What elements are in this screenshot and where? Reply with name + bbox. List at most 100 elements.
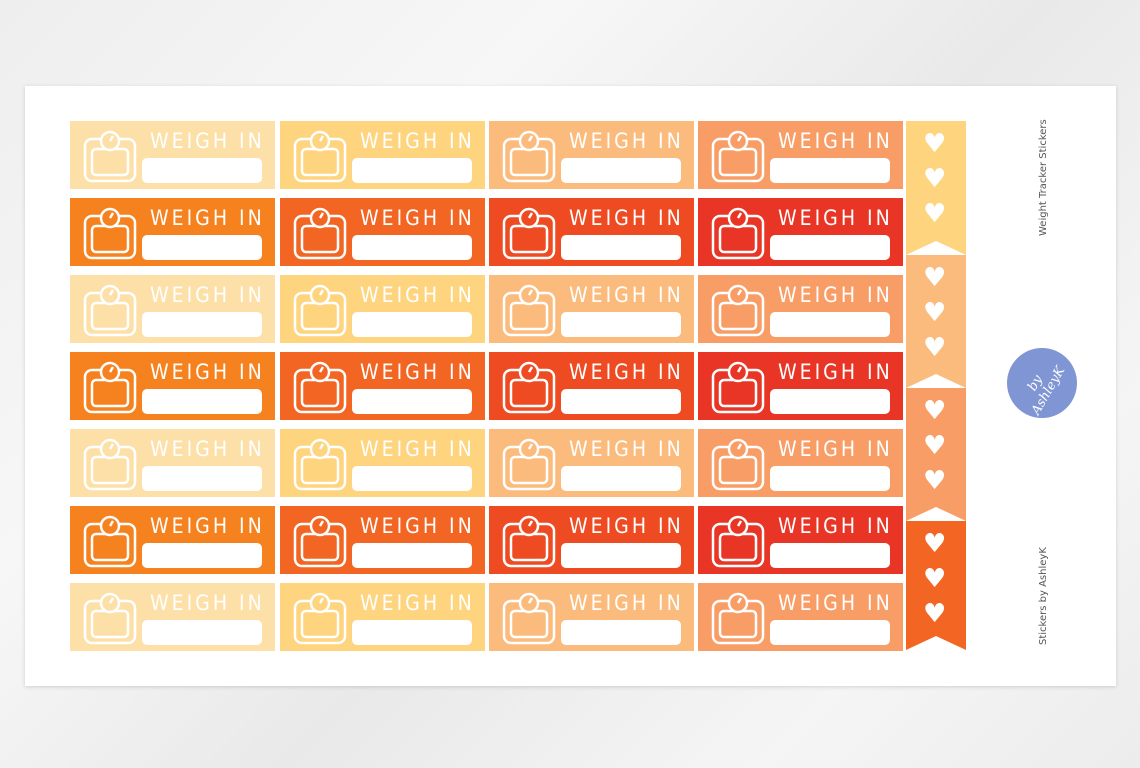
heart-icon: ♥	[923, 129, 947, 159]
heart-icon: ♥	[923, 333, 947, 363]
write-in-box	[142, 389, 262, 414]
sheet-credit: Stickers by AshleyK	[1038, 547, 1049, 645]
ashleyk-logo: by AshleyK	[1007, 348, 1077, 418]
scale-icon	[83, 284, 137, 337]
sticker-label: WEIGH IN	[778, 360, 893, 384]
write-in-box	[770, 620, 890, 645]
scale-icon	[83, 361, 137, 414]
sticker-label: WEIGH IN	[360, 360, 475, 384]
sticker-label: WEIGH IN	[569, 283, 684, 307]
weigh-in-sticker: WEIGH IN	[70, 429, 275, 497]
sticker-label: WEIGH IN	[360, 206, 475, 230]
sticker-label: WEIGH IN	[150, 591, 265, 615]
scale-icon	[83, 130, 137, 183]
sticker-label: WEIGH IN	[569, 591, 684, 615]
scale-icon	[293, 361, 347, 414]
heart-icon: ♥	[923, 564, 947, 594]
weigh-in-sticker: WEIGH IN	[70, 506, 275, 574]
write-in-box	[142, 312, 262, 337]
weigh-in-sticker: WEIGH IN	[698, 506, 903, 574]
heart-flag-sticker: ♥ ♥ ♥	[906, 521, 966, 650]
write-in-box	[770, 312, 890, 337]
write-in-box	[352, 312, 472, 337]
write-in-box	[142, 235, 262, 260]
sheet-title: Weight Tracker Stickers	[1038, 119, 1049, 236]
weigh-in-sticker: WEIGH IN	[280, 506, 485, 574]
sticker-label: WEIGH IN	[778, 514, 893, 538]
write-in-box	[352, 543, 472, 568]
write-in-box	[142, 466, 262, 491]
scale-icon	[293, 515, 347, 568]
write-in-box	[770, 235, 890, 260]
sticker-label: WEIGH IN	[569, 514, 684, 538]
write-in-box	[561, 389, 681, 414]
sticker-label: WEIGH IN	[569, 206, 684, 230]
sticker-label: WEIGH IN	[360, 437, 475, 461]
weigh-in-sticker: WEIGH IN	[280, 198, 485, 266]
weigh-in-sticker: WEIGH IN	[70, 352, 275, 420]
write-in-box	[142, 620, 262, 645]
write-in-box	[352, 235, 472, 260]
scale-icon	[293, 438, 347, 491]
scale-icon	[711, 130, 765, 183]
weigh-in-sticker: WEIGH IN	[280, 352, 485, 420]
write-in-box	[352, 466, 472, 491]
write-in-box	[770, 389, 890, 414]
weigh-in-sticker: WEIGH IN	[489, 198, 694, 266]
heart-icon: ♥	[923, 298, 947, 328]
weigh-in-sticker: WEIGH IN	[698, 198, 903, 266]
sticker-label: WEIGH IN	[150, 129, 265, 153]
scale-icon	[83, 515, 137, 568]
write-in-box	[352, 620, 472, 645]
scale-icon	[83, 592, 137, 645]
scale-icon	[502, 284, 556, 337]
weigh-in-sticker: WEIGH IN	[489, 583, 694, 651]
heart-icon: ♥	[923, 199, 947, 229]
write-in-box	[561, 312, 681, 337]
write-in-box	[770, 466, 890, 491]
heart-icon: ♥	[923, 466, 947, 496]
scale-icon	[502, 361, 556, 414]
heart-icon: ♥	[923, 529, 947, 559]
heart-flag-sticker: ♥ ♥ ♥	[906, 388, 966, 521]
write-in-box	[561, 235, 681, 260]
sticker-label: WEIGH IN	[360, 283, 475, 307]
weigh-in-sticker: WEIGH IN	[698, 583, 903, 651]
scale-icon	[293, 284, 347, 337]
sticker-label: WEIGH IN	[778, 283, 893, 307]
scale-icon	[83, 438, 137, 491]
weigh-in-sticker: WEIGH IN	[280, 121, 485, 189]
weigh-in-sticker: WEIGH IN	[280, 275, 485, 343]
scale-icon	[293, 130, 347, 183]
scale-icon	[83, 207, 137, 260]
weigh-in-sticker: WEIGH IN	[70, 275, 275, 343]
sticker-label: WEIGH IN	[569, 360, 684, 384]
sticker-label: WEIGH IN	[569, 129, 684, 153]
heart-icon: ♥	[923, 431, 947, 461]
sticker-label: WEIGH IN	[778, 129, 893, 153]
heart-icon: ♥	[923, 263, 947, 293]
write-in-box	[352, 158, 472, 183]
weigh-in-sticker: WEIGH IN	[698, 352, 903, 420]
scale-icon	[293, 592, 347, 645]
scale-icon	[711, 361, 765, 414]
weigh-in-sticker: WEIGH IN	[489, 429, 694, 497]
weigh-in-sticker: WEIGH IN	[698, 121, 903, 189]
sticker-label: WEIGH IN	[150, 514, 265, 538]
scale-icon	[711, 438, 765, 491]
sticker-label: WEIGH IN	[778, 206, 893, 230]
weigh-in-sticker: WEIGH IN	[489, 121, 694, 189]
heart-icon: ♥	[923, 396, 947, 426]
weigh-in-sticker: WEIGH IN	[70, 583, 275, 651]
sticker-label: WEIGH IN	[360, 514, 475, 538]
sticker-label: WEIGH IN	[569, 437, 684, 461]
write-in-box	[561, 620, 681, 645]
scale-icon	[293, 207, 347, 260]
sticker-label: WEIGH IN	[360, 129, 475, 153]
scale-icon	[502, 515, 556, 568]
write-in-box	[352, 389, 472, 414]
weigh-in-sticker: WEIGH IN	[70, 121, 275, 189]
sticker-label: WEIGH IN	[778, 591, 893, 615]
weigh-in-sticker: WEIGH IN	[280, 583, 485, 651]
weigh-in-sticker: WEIGH IN	[489, 352, 694, 420]
